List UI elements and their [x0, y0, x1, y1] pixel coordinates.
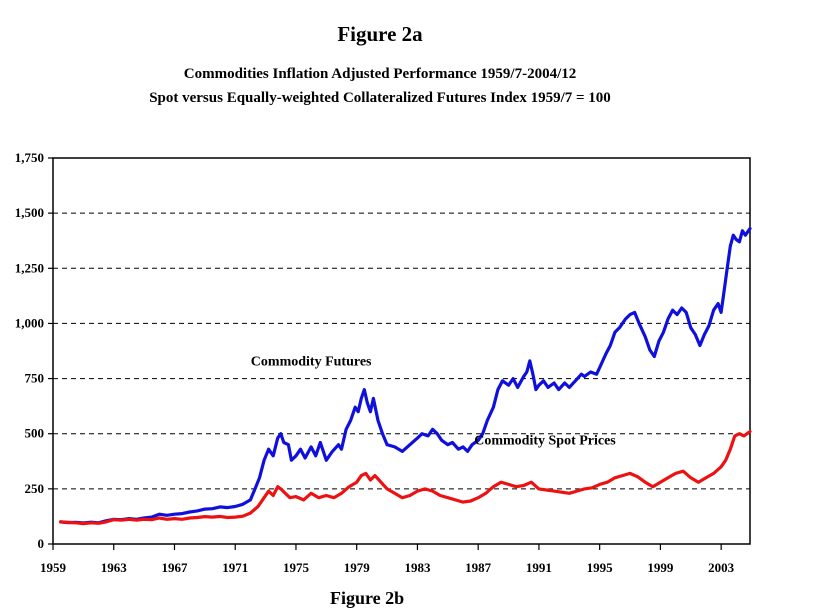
y-tick-label: 1,750 [15, 150, 44, 165]
series [59, 227, 752, 526]
y-tick-label: 1,000 [15, 315, 44, 330]
x-tick-label: 1967 [161, 560, 188, 575]
x-tick-label: 1983 [404, 560, 431, 575]
y-tick-label: 1,250 [15, 260, 44, 275]
plot-frame [52, 157, 751, 545]
figure-label: Figure 2a [337, 22, 423, 46]
x-tick-label: 1963 [101, 560, 128, 575]
y-tick-label: 0 [38, 536, 45, 551]
commodity-spot-prices-line [59, 429, 752, 526]
y-tick-label: 750 [25, 371, 45, 386]
x-tick-label: 1995 [587, 560, 614, 575]
x-tick-label: 1975 [283, 560, 310, 575]
y-axis: 0 250 500 750 1,000 1,250 1,500 1,750 [15, 150, 53, 551]
x-tick-label: 1987 [465, 560, 492, 575]
x-tick-label: 1959 [40, 560, 67, 575]
y-tick-label: 250 [25, 481, 45, 496]
chart-title: Commodities Inflation Adjusted Performan… [183, 66, 577, 82]
annotations: Commodity Futures Commodity Spot Prices [251, 354, 617, 448]
x-tick-label: 1991 [526, 560, 552, 575]
x-tick-label: 1971 [222, 560, 248, 575]
series-annotation: Commodity Futures [251, 354, 372, 369]
chart-subtitle: Spot versus Equally-weighted Collaterali… [149, 90, 611, 106]
commodity-futures-line [59, 227, 752, 525]
x-tick-label: 1999 [647, 560, 674, 575]
y-tick-label: 1,500 [15, 205, 44, 220]
y-tick-label: 500 [25, 426, 45, 441]
x-tick-label: 1979 [344, 560, 371, 575]
next-figure-label: Figure 2b [330, 588, 405, 608]
x-axis: 1959 1963 1967 1971 1975 1979 1983 1987 1991 1995… [40, 544, 735, 575]
x-tick-label: 2003 [708, 560, 735, 575]
series-annotation: Commodity Spot Prices [474, 434, 616, 449]
gridlines [53, 212, 750, 490]
